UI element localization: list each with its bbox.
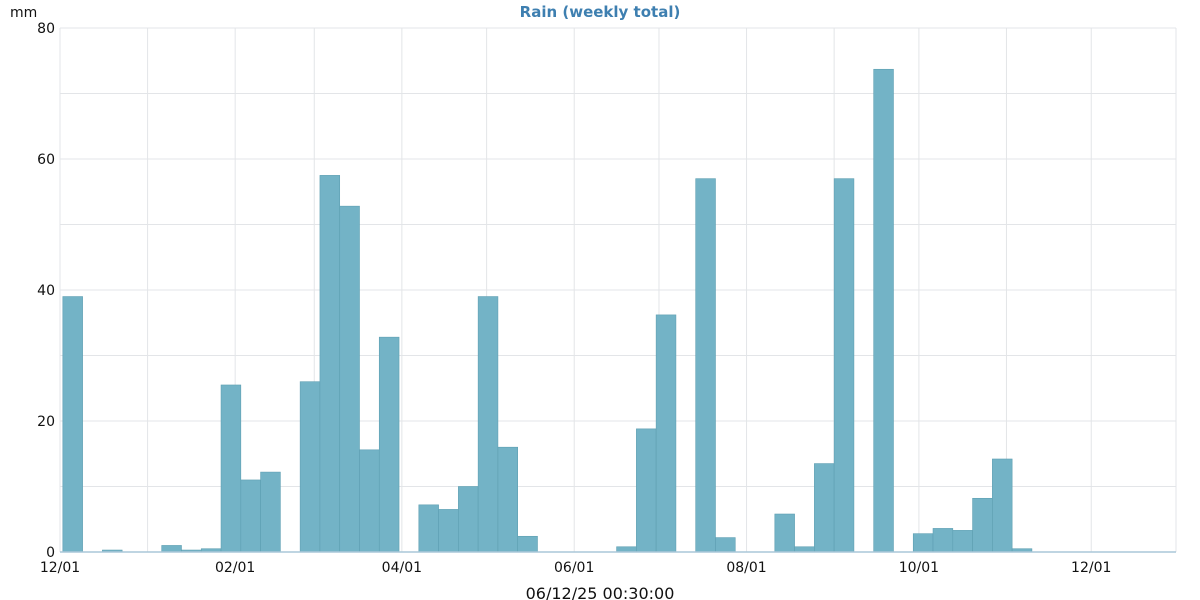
rain-bar	[438, 509, 459, 553]
rain-bar	[814, 463, 835, 553]
rain-bar	[912, 533, 934, 553]
rain-bar	[616, 546, 637, 553]
rain-bar	[299, 381, 321, 553]
y-axis-unit-label: mm	[10, 5, 37, 21]
timestamp-label: 06/12/25 00:30:00	[526, 584, 675, 600]
rain-bar	[260, 471, 281, 553]
y-tick-label: 40	[37, 283, 55, 299]
rain-bar	[636, 428, 657, 553]
x-tick-label: 04/01	[382, 560, 422, 576]
rain-bar	[517, 535, 538, 553]
x-tick-label: 10/01	[899, 560, 939, 576]
rain-bar	[359, 449, 380, 553]
bars	[62, 68, 1033, 553]
rain-bar	[695, 178, 716, 553]
axes: 0 20 40 60 80 12/01 02/01 04/01 06/01 08/01 10/01 1…	[37, 21, 1176, 576]
rain-bar	[161, 545, 182, 553]
y-tick-label: 0	[46, 545, 55, 561]
chart-title: Rain (weekly total)	[520, 3, 681, 21]
rain-bar	[774, 513, 795, 553]
rain-bar	[319, 175, 341, 553]
rain-bar	[932, 528, 954, 553]
rain-bar	[972, 497, 993, 553]
x-tick-label: 06/01	[554, 560, 594, 576]
x-tick-label: 12/01	[40, 560, 80, 576]
rain-bar	[339, 205, 360, 553]
rain-bar	[655, 314, 677, 553]
grid-lines	[59, 27, 1177, 553]
rain-bar	[240, 479, 261, 553]
rain-bar	[220, 384, 242, 553]
rain-bar	[458, 486, 479, 553]
rain-bar	[62, 296, 83, 553]
rain-bar	[477, 296, 499, 553]
rain-bar	[418, 504, 439, 553]
rain-bar	[715, 537, 736, 553]
rain-bar	[992, 458, 1013, 553]
rain-bar	[378, 336, 400, 553]
x-tick-label: 12/01	[1071, 560, 1111, 576]
x-tick-label: 02/01	[215, 560, 255, 576]
rain-bar	[497, 446, 519, 553]
y-tick-label: 20	[37, 414, 55, 430]
y-tick-label: 80	[37, 21, 55, 37]
rain-bar	[794, 546, 815, 553]
rain-bar	[833, 178, 855, 553]
x-tick-label: 08/01	[726, 560, 766, 576]
rain-bar	[952, 530, 973, 553]
rain-bar	[873, 68, 894, 553]
y-tick-label: 60	[37, 152, 55, 168]
